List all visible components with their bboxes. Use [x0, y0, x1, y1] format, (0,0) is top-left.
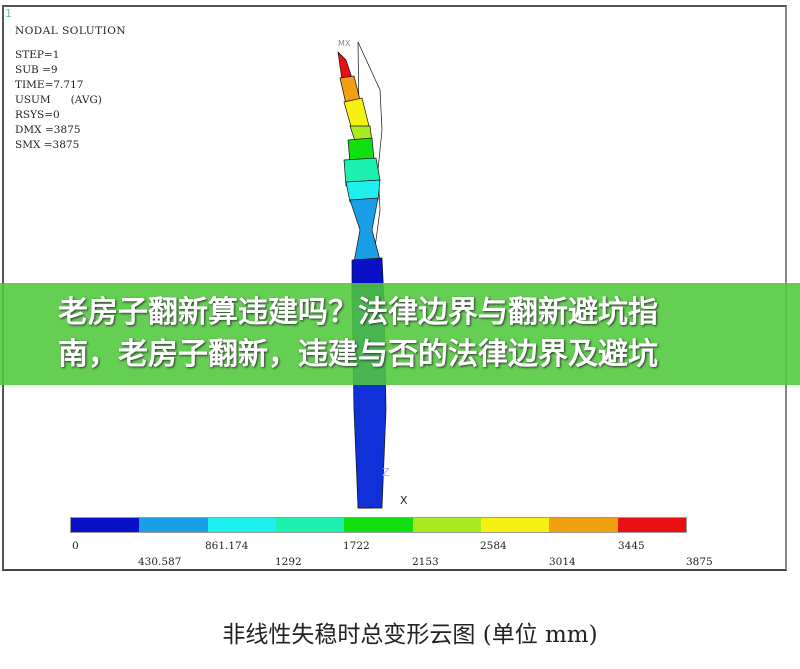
window-number: 1 [5, 7, 12, 20]
legend-tick-label: 2153 [412, 556, 439, 568]
legend-tick-label: 0 [72, 540, 79, 552]
legend-swatch [275, 518, 345, 532]
legend-swatch [480, 518, 550, 532]
legend-tick-label: 3014 [549, 556, 576, 568]
legend-swatch [139, 518, 208, 532]
figure-caption: 非线性失稳时总变形云图 (单位 mm) [222, 622, 598, 648]
legend-tick-label: 3875 [686, 556, 713, 568]
model-cyan [345, 179, 381, 203]
legend-tick-label: 861.174 [205, 540, 249, 552]
info-rsys: RSYS=0 [15, 109, 60, 121]
info-sub: SUB =9 [15, 64, 58, 76]
mx-label: MX [338, 39, 351, 48]
color-legend-bar [70, 517, 687, 533]
legend-tick-label: 3445 [618, 540, 645, 552]
info-smx: SMX =3875 [15, 139, 80, 151]
banner-line-2: 南，老房子翻新，违建与否的法律边界及避坑 [58, 337, 658, 372]
info-time: TIME=7.717 [15, 79, 84, 91]
legend-tick-label: 1292 [275, 556, 302, 568]
plot-title: NODAL SOLUTION [15, 25, 127, 37]
info-dmx: DMX =3875 [15, 124, 81, 136]
headline-banner: 老房子翻新算违建吗？法律边界与翻新避坑指 南，老房子翻新，违建与否的法律边界及避… [0, 283, 800, 385]
legend-tick-label: 430.587 [138, 556, 182, 568]
axis-z-label: Z [382, 466, 390, 479]
legend-swatch [617, 518, 686, 532]
info-usum: USUM (AVG) [15, 94, 102, 106]
banner-line-1: 老房子翻新算违建吗？法律边界与翻新避坑指 [58, 295, 658, 330]
legend-swatch [549, 518, 618, 532]
info-step: STEP=1 [15, 49, 60, 61]
legend-swatch [412, 518, 481, 532]
axis-x-label: X [400, 494, 408, 507]
solution-info: STEP=1 SUB =9 TIME=7.717 USUM (AVG) RSYS… [15, 48, 102, 153]
legend-swatch [207, 518, 276, 532]
model-red-tip [337, 51, 353, 81]
legend-tick-label: 2584 [480, 540, 507, 552]
legend-tick-label: 1722 [343, 540, 370, 552]
deformed-model: MX Z X [337, 39, 408, 509]
legend-swatch [344, 518, 413, 532]
legend-swatch [71, 518, 140, 532]
